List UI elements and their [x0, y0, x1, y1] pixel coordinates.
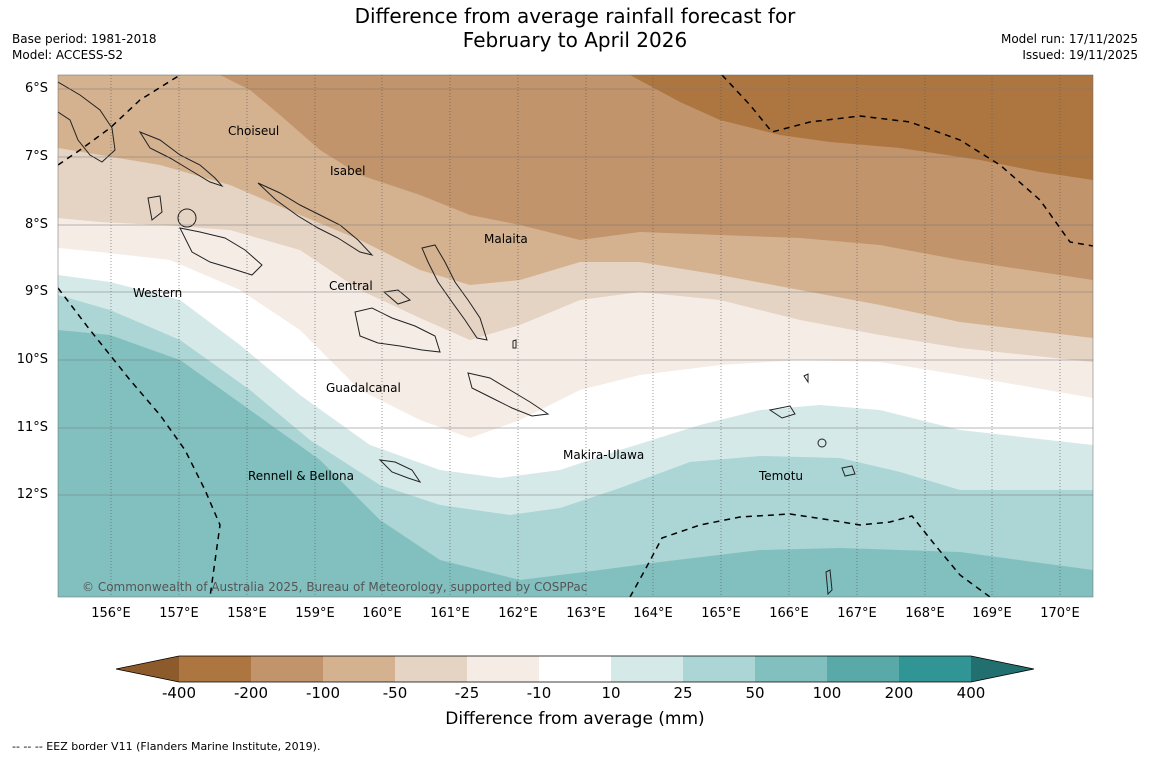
base-period: Base period: 1981-2018 [12, 32, 157, 46]
tikopia-island [825, 569, 833, 596]
eez-border-southeast [629, 513, 991, 597]
colorbar-tick-label: 400 [956, 684, 986, 702]
rennell-island [378, 459, 422, 483]
lon-label-168e: 168°E [905, 606, 945, 621]
colorbar-swatch-9 [755, 656, 827, 682]
lat-label-7s: 7°S [24, 149, 48, 164]
place-label-central: Central [329, 279, 373, 293]
colorbar-swatch-6 [539, 656, 611, 682]
place-label-makira-ulawa: Makira-Ulawa [563, 448, 645, 462]
florida-islands [382, 289, 412, 305]
map-frame [57, 74, 1094, 598]
place-label-choiseul: Choiseul [228, 124, 280, 138]
title-line-1: Difference from average rainfall forecas… [354, 4, 796, 28]
colorbar-swatch-3 [323, 656, 395, 682]
reef-islands [803, 373, 809, 384]
santa-cruz-island [768, 405, 796, 419]
colorbar-tick-label: -25 [454, 684, 480, 702]
place-label-temotu: Temotu [759, 469, 804, 483]
lon-label-166e: 166°E [769, 606, 809, 621]
colorbar-tick-label: -10 [526, 684, 552, 702]
model-name: Model: ACCESS-S2 [12, 48, 124, 62]
guadalcanal-island [354, 307, 441, 353]
lon-label-163e: 163°E [566, 606, 606, 621]
title-line-2: February to April 2026 [462, 28, 688, 52]
place-label-guadalcanal: Guadalcanal [326, 381, 401, 395]
makira-island [467, 372, 550, 417]
issued-date: Issued: 19/11/2025 [1022, 48, 1138, 62]
colorbar-swatch-1 [179, 656, 251, 682]
choiseul-island [138, 130, 224, 188]
colorbar-swatch-2 [251, 656, 323, 682]
colorbar-tick-label: 100 [812, 684, 842, 702]
eez-footnote: -- -- -- EEZ border V11 (Flanders Marine… [12, 740, 321, 753]
colorbar-title: Difference from average (mm) [445, 709, 705, 729]
colorbar-tick-label: 10 [601, 684, 621, 702]
lat-label-6s: 6°S [24, 81, 48, 96]
lon-label-159e: 159°E [295, 606, 335, 621]
colorbar-tick-label: 200 [884, 684, 914, 702]
lon-label-156e: 156°E [91, 606, 131, 621]
lon-label-167e: 167°E [837, 606, 877, 621]
island-outlines [58, 81, 856, 596]
colorbar [115, 655, 1035, 683]
colorbar-tick-label: -200 [233, 684, 269, 702]
bougainville-coast [58, 81, 116, 163]
colorbar-swatch-4 [395, 656, 467, 682]
lon-label-170e: 170°E [1040, 606, 1080, 621]
vella-lavella-island [147, 195, 163, 221]
lon-label-162e: 162°E [498, 606, 538, 621]
lon-label-160e: 160°E [362, 606, 402, 621]
eez-border-northeast [721, 75, 1093, 247]
lat-label-10s: 10°S [16, 352, 48, 367]
colorbar-tick-label: 50 [745, 684, 765, 702]
lat-label-11s: 11°S [16, 420, 48, 435]
map-area [58, 75, 1093, 597]
lon-label-158e: 158°E [227, 606, 267, 621]
place-label-isabel: Isabel [330, 164, 366, 178]
colorbar-swatch-5 [467, 656, 539, 682]
colorbar-swatch-11 [899, 656, 971, 682]
meta-left: Base period: 1981-2018 Model: ACCESS-S2 [12, 31, 157, 63]
colorbar-tick-label: 25 [673, 684, 693, 702]
copyright-notice: © Commonwealth of Australia 2025, Bureau… [82, 580, 588, 594]
lon-label-161e: 161°E [430, 606, 470, 621]
lat-label-8s: 8°S [24, 217, 48, 232]
colorbar-tick-label: -400 [161, 684, 197, 702]
meridians [110, 75, 1061, 597]
colorbar-tick-label: -100 [305, 684, 341, 702]
vanikoro-island [817, 438, 827, 448]
colorbar-swatch-10 [827, 656, 899, 682]
colorbar-swatch-extend-high [971, 656, 1034, 682]
colorbar-swatch-extend-low [116, 656, 179, 682]
lat-label-9s: 9°S [24, 284, 48, 299]
colorbar-swatch-8 [683, 656, 755, 682]
isabel-island [257, 182, 374, 256]
lon-label-165e: 165°E [701, 606, 741, 621]
lon-label-169e: 169°E [972, 606, 1012, 621]
lat-label-12s: 12°S [16, 487, 48, 502]
kolombangara-island [177, 208, 197, 228]
map-title: Difference from average rainfall forecas… [0, 4, 1150, 52]
colorbar-outline [115, 655, 1035, 683]
eez-borders [58, 75, 1093, 597]
ulawa-island [512, 339, 517, 349]
place-label-western: Western [133, 286, 183, 300]
colorbar-tick-label: -50 [382, 684, 408, 702]
malaita-island [421, 244, 488, 341]
meta-right: Model run: 17/11/2025 Issued: 19/11/2025 [1001, 31, 1138, 63]
lon-label-157e: 157°E [159, 606, 199, 621]
place-label-rennell-bellona: Rennell & Bellona [248, 469, 355, 483]
place-label-malaita: Malaita [484, 232, 528, 246]
parallels [58, 88, 1093, 496]
colorbar-swatch-7 [611, 656, 683, 682]
lon-label-164e: 164°E [633, 606, 673, 621]
new-georgia-island [179, 227, 263, 276]
utupua-island [841, 465, 856, 477]
model-run: Model run: 17/11/2025 [1000, 32, 1138, 46]
